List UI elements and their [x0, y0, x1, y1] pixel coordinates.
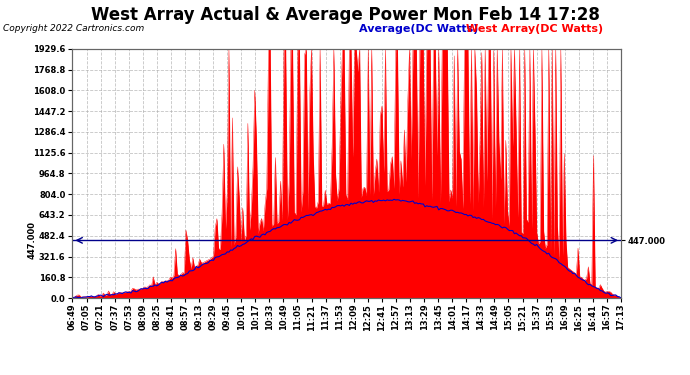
Text: West Array(DC Watts): West Array(DC Watts)	[466, 24, 603, 34]
Text: 447.000: 447.000	[28, 221, 37, 260]
Text: Copyright 2022 Cartronics.com: Copyright 2022 Cartronics.com	[3, 24, 145, 33]
Text: Average(DC Watts): Average(DC Watts)	[359, 24, 478, 34]
Text: West Array Actual & Average Power Mon Feb 14 17:28: West Array Actual & Average Power Mon Fe…	[90, 6, 600, 24]
